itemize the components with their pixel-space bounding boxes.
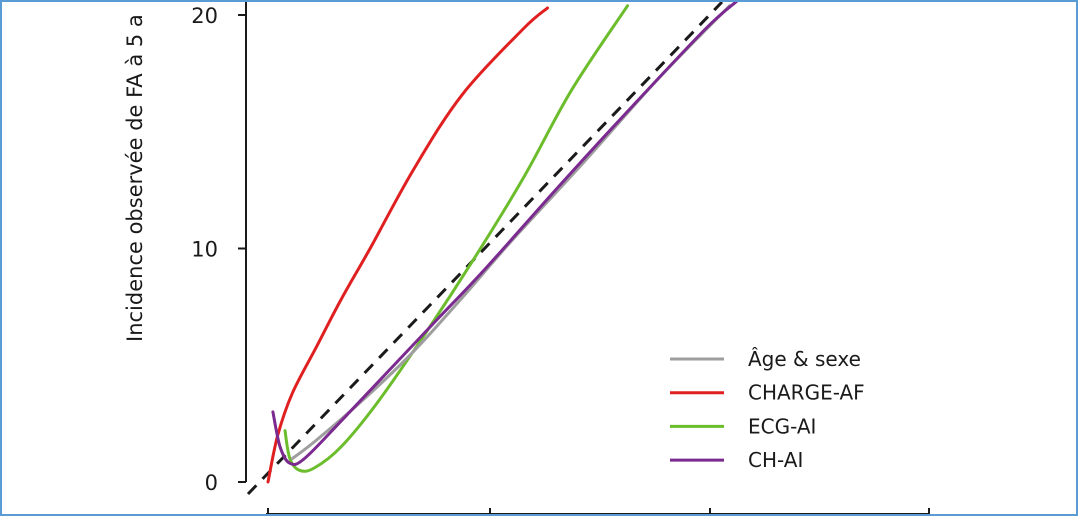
legend-label-ecg-ai: ECG-AI bbox=[748, 414, 816, 438]
y-tick-label: 20 bbox=[191, 4, 218, 28]
series-layer bbox=[266, 2, 739, 484]
series-line-ecg-ai bbox=[283, 4, 630, 473]
legend-label-charge-af: CHARGE-AF bbox=[748, 381, 865, 405]
series-line-ch-ai bbox=[271, 2, 739, 467]
y-axis-label: Incidence observée de FA à 5 a bbox=[123, 14, 147, 342]
reference-dashed-line bbox=[246, 2, 724, 496]
y-ticks: 0 10 20 bbox=[191, 4, 246, 495]
y-tick-label: 10 bbox=[191, 238, 218, 262]
series-line-charge-af bbox=[266, 6, 549, 484]
y-tick-label: 0 bbox=[205, 471, 218, 495]
legend-label-ch-ai: CH-AI bbox=[748, 448, 803, 472]
y-axis: 0 10 20 bbox=[191, 2, 247, 495]
x-axis bbox=[266, 508, 930, 514]
legend-label-age-sexe: Âge & sexe bbox=[748, 347, 861, 371]
legend: Âge & sexe CHARGE-AF ECG-AI CH-AI bbox=[670, 347, 865, 472]
